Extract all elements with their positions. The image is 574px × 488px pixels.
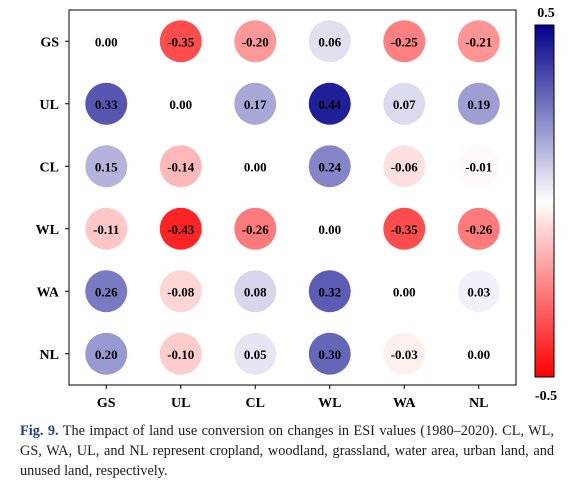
cell-circle-NL-CL	[234, 332, 277, 375]
value-label-UL-WA: 0.07	[393, 97, 416, 112]
value-label-CL-WA: -0.06	[391, 159, 419, 174]
cell-circle-WA-NL	[457, 270, 500, 313]
cell-circle-GS-NL	[457, 20, 500, 63]
correlation-bubble-chart: 0.00 -0.35 -0.20 0.06 -0.25 -0.21 0.33 0.00 0.17…	[36, 6, 557, 411]
cell-circle-WL-WA	[383, 207, 426, 250]
y-tick-label-UL: UL	[40, 98, 59, 113]
value-label-NL-CL: 0.05	[244, 347, 267, 362]
value-label-NL-UL: -0.10	[167, 347, 194, 362]
value-label-UL-NL: 0.19	[467, 97, 490, 112]
cell-circle-CL-NL	[457, 145, 500, 188]
value-label-UL-CL: 0.17	[244, 97, 267, 112]
cell-circle-UL-NL	[457, 82, 500, 125]
cell-circle-GS-UL	[159, 20, 202, 63]
value-label-WA-GS: 0.26	[95, 284, 118, 299]
cell-circle-WL-CL	[234, 207, 277, 250]
value-label-GS-GS: 0.00	[95, 34, 118, 49]
x-tick-label-NL: NL	[469, 396, 488, 411]
value-label-WA-WL: 0.32	[318, 284, 341, 299]
y-tick-label-GS: GS	[40, 35, 59, 50]
cell-circle-CL-UL	[159, 145, 202, 188]
value-label-GS-WA: -0.25	[391, 34, 419, 49]
cell-circle-WA-UL	[159, 270, 202, 313]
value-label-WA-CL: 0.08	[244, 284, 267, 299]
cell-circle-NL-WA	[383, 332, 426, 375]
value-label-NL-GS: 0.20	[95, 347, 118, 362]
value-label-UL-GS: 0.33	[95, 97, 118, 112]
colorbar-min-label: -0.5	[535, 389, 557, 404]
colorbar-gradient	[534, 24, 555, 378]
x-tick-label-WA: WA	[393, 396, 416, 411]
cell-circle-WL-UL	[159, 207, 202, 250]
cell-circle-CL-WA	[383, 145, 426, 188]
value-label-CL-GS: 0.15	[95, 159, 118, 174]
colorbar-max-label: 0.5	[537, 6, 555, 21]
figure-label: Fig. 9.	[20, 423, 59, 439]
colorbar: 0.5 -0.5	[534, 6, 557, 404]
value-label-UL-UL: 0.00	[169, 97, 192, 112]
value-label-NL-NL: 0.00	[467, 347, 490, 362]
value-label-WL-NL: -0.26	[465, 222, 493, 237]
cell-circle-WL-NL	[457, 207, 500, 250]
cell-circle-CL-GS	[85, 145, 128, 188]
x-tick-label-UL: UL	[171, 396, 190, 411]
value-labels-layer: 0.00 -0.35 -0.20 0.06 -0.25 -0.21 0.33 0.00 0.17…	[93, 34, 493, 362]
x-tick-label-WL: WL	[318, 396, 341, 411]
cell-circle-WL-GS	[85, 207, 128, 250]
cell-circle-UL-WA	[383, 82, 426, 125]
value-label-CL-WL: 0.24	[318, 159, 341, 174]
value-label-WL-CL: -0.26	[242, 222, 270, 237]
cell-circle-NL-GS	[85, 332, 128, 375]
cell-circle-CL-WL	[308, 145, 351, 188]
plot-frame	[68, 9, 517, 386]
cell-circle-GS-WL	[308, 20, 351, 63]
cell-circle-GS-WA	[383, 20, 426, 63]
y-tick-label-NL: NL	[40, 348, 59, 363]
cell-circle-GS-CL	[234, 20, 277, 63]
value-label-WL-UL: -0.43	[167, 222, 195, 237]
cell-circle-WA-GS	[85, 270, 128, 313]
value-label-CL-NL: -0.01	[465, 159, 492, 174]
figure-caption: Fig. 9. The impact of land use conversio…	[20, 421, 554, 481]
value-label-WA-NL: 0.03	[467, 284, 490, 299]
value-label-WL-WA: -0.35	[391, 222, 419, 237]
y-tick-label-WL: WL	[36, 223, 59, 238]
cell-circle-WA-CL	[234, 270, 277, 313]
x-tick-label-CL: CL	[246, 396, 265, 411]
value-label-GS-NL: -0.21	[465, 34, 492, 49]
value-label-NL-WA: -0.03	[391, 347, 419, 362]
x-axis: GS UL CL WL WA NL	[97, 385, 488, 411]
value-label-GS-UL: -0.35	[167, 34, 195, 49]
value-label-WL-WL: 0.00	[318, 222, 341, 237]
cell-circle-NL-WL	[308, 332, 351, 375]
value-label-GS-WL: 0.06	[318, 34, 341, 49]
cell-circle-UL-CL	[234, 82, 277, 125]
y-axis: GS UL CL WL WA NL	[36, 35, 69, 363]
y-tick-label-CL: CL	[40, 160, 59, 175]
value-label-CL-CL: 0.00	[244, 159, 267, 174]
value-label-NL-WL: 0.30	[318, 347, 341, 362]
value-label-UL-WL: 0.44	[318, 97, 341, 112]
value-label-GS-CL: -0.20	[242, 34, 269, 49]
caption-text: The impact of land use conversion on cha…	[20, 423, 554, 479]
cell-circle-WA-WL	[308, 270, 351, 313]
cell-circle-NL-UL	[159, 332, 202, 375]
cell-circle-UL-GS	[85, 82, 128, 125]
cells-layer	[85, 20, 500, 375]
cell-circle-UL-WL	[308, 82, 351, 125]
value-label-WA-WA: 0.00	[393, 284, 416, 299]
x-tick-label-GS: GS	[97, 396, 116, 411]
y-tick-label-WA: WA	[36, 285, 59, 300]
value-label-WA-UL: -0.08	[167, 284, 195, 299]
value-label-CL-UL: -0.14	[167, 159, 195, 174]
value-label-WL-GS: -0.11	[93, 222, 119, 237]
